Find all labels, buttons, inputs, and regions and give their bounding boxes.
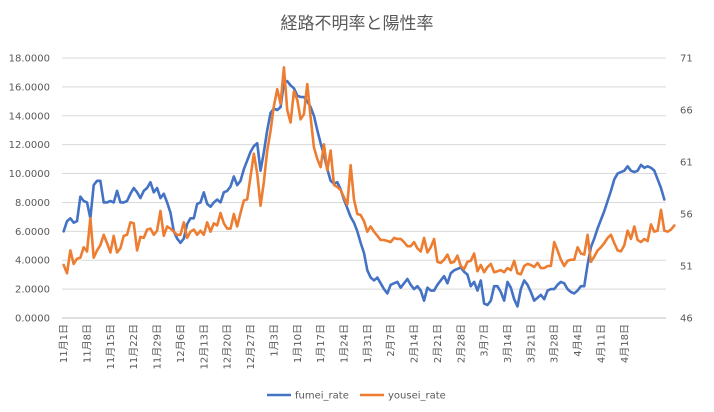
left-tick-label: 0.0000 [15,314,50,325]
right-axis: 46 51 56 61 66 71 [680,54,693,325]
right-tick-label: 61 [680,158,693,169]
x-tick-label: 4月11日 [595,324,607,363]
left-tick-label: 14.0000 [9,111,50,122]
right-tick-label: 56 [680,210,693,221]
series-line-yousei_rate [62,66,676,276]
x-tick-label: 1月10日 [292,324,304,363]
left-tick-label: 2.0000 [15,285,50,296]
right-tick-label: 71 [680,54,693,65]
left-tick-label: 6.0000 [15,227,50,238]
left-tick-label: 16.0000 [9,82,50,93]
x-axis: 11月1日 11月8日 11月15日 11月22日 11月29日 12月6日 12月13日 1… [58,317,666,369]
series-line-fumei_rate [62,79,666,308]
left-tick-label: 10.0000 [9,169,50,180]
legend-label: fumei_rate [295,391,349,402]
x-tick-label: 11月8日 [82,324,94,363]
x-tick-label: 3月21日 [525,324,537,363]
x-tick-label: 2月21日 [432,324,444,363]
series [62,66,676,308]
x-tick-label: 1月24日 [338,324,350,363]
right-tick-label: 66 [680,106,693,117]
right-tick-label: 46 [680,314,693,325]
x-tick-label: 2月14日 [409,324,421,363]
left-tick-label: 12.0000 [9,140,50,151]
x-tick-label: 11月1日 [58,324,70,363]
x-tick-label: 11月22日 [128,324,140,369]
x-tick-label: 4月18日 [619,324,631,363]
x-tick-label: 4月4日 [572,324,584,357]
legend-item-fumei_rate[interactable]: fumei_rate [267,391,349,402]
x-tick-label: 1月3日 [268,324,280,357]
legend[interactable]: fumei_rate yousei_rate [267,391,446,402]
legend-label: yousei_rate [388,391,446,402]
x-tick-label: 1月17日 [315,324,327,363]
legend-item-yousei_rate[interactable]: yousei_rate [360,391,446,402]
x-tick-label: 3月14日 [502,324,514,363]
left-tick-label: 4.0000 [15,256,50,267]
right-tick-label: 51 [680,262,693,273]
x-tick-label: 3月28日 [549,324,561,363]
left-tick-label: 18.0000 [9,54,50,65]
x-tick-label: 11月15日 [105,324,117,369]
x-tick-label: 3月7日 [479,324,491,357]
x-tick-label: 11月29日 [152,324,164,369]
left-axis: 0.0000 2.0000 4.0000 6.0000 8.0000 10.0000 12.… [9,54,50,325]
x-tick-label: 2月28日 [455,324,467,363]
chart-title: 経路不明率と陽性率 [281,14,434,34]
x-tick-label: 12月20日 [222,324,234,369]
x-tick-label: 1月31日 [362,324,374,363]
x-tick-label: 12月13日 [198,324,210,369]
x-tick-label: 12月6日 [175,324,187,363]
left-tick-label: 8.0000 [15,198,50,209]
x-tick-label: 2月7日 [385,324,397,357]
x-tick-label: 12月27日 [245,324,257,369]
